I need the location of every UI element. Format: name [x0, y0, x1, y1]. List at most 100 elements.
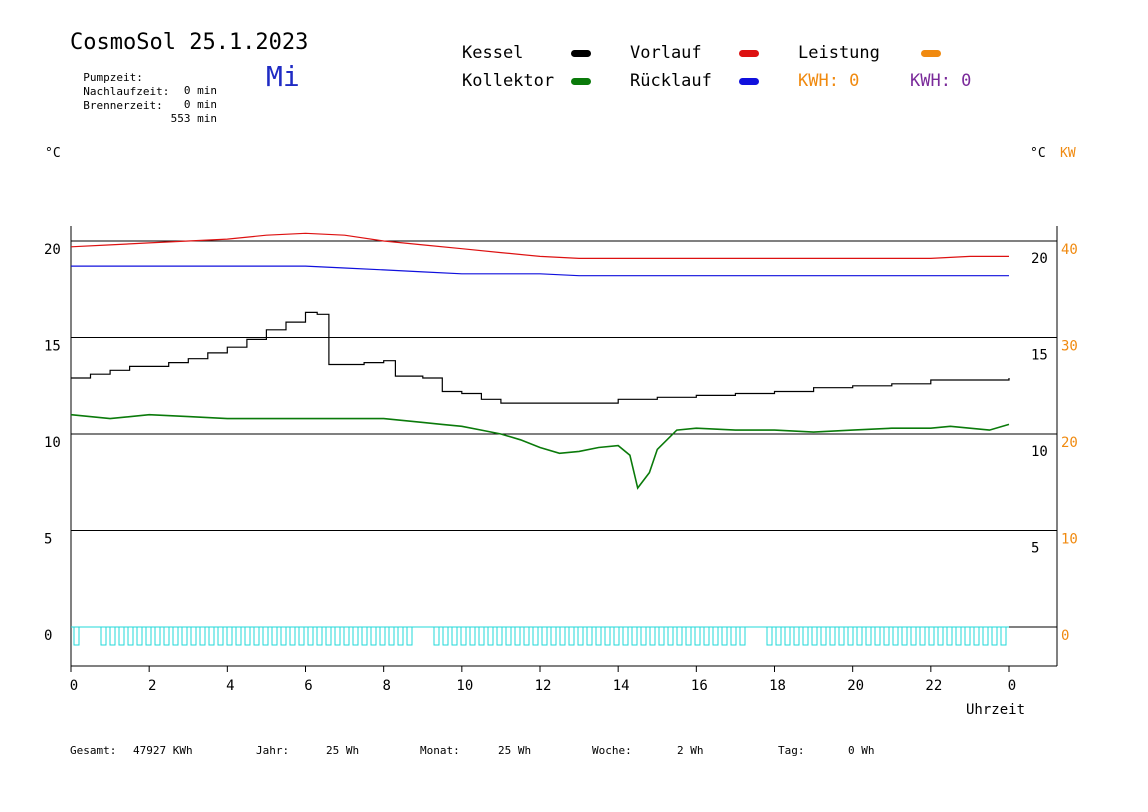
- pump-pulse: [982, 626, 989, 646]
- pump-pulse: [244, 626, 251, 646]
- pump-pulse: [892, 626, 899, 646]
- pump-pulse: [568, 626, 575, 646]
- pump-pulse: [397, 626, 404, 646]
- pump-pulse: [379, 626, 386, 646]
- pump-pulse: [334, 626, 341, 646]
- x-tick-label: 0: [70, 678, 78, 694]
- pump-pulse: [478, 626, 485, 646]
- pump-pulse: [667, 626, 674, 646]
- y-left-tick-label: 10: [44, 435, 61, 451]
- y-left-tick-label: 15: [44, 339, 61, 355]
- footer-gesamt-label: Gesamt:: [70, 744, 117, 757]
- weekday-label: Mi: [266, 60, 300, 93]
- pump-pulse: [1000, 626, 1007, 646]
- pump-pulse: [685, 626, 692, 646]
- footer-monat-value: 25 Wh: [498, 744, 532, 757]
- pump-pulse: [100, 626, 107, 646]
- stat-brennerzeit: Brennerzeit: 553 min: [70, 86, 220, 125]
- pump-pulse: [496, 626, 503, 646]
- pump-pulse: [127, 626, 134, 646]
- pump-pulse: [595, 626, 602, 646]
- pump-pulse: [640, 626, 647, 646]
- legend-ruecklauf-swatch: [739, 78, 759, 85]
- pump-pulse: [226, 626, 233, 646]
- pump-pulse: [676, 626, 683, 646]
- footer-jahr-label: Jahr:: [256, 744, 290, 757]
- legend-kollektor-label: Kollektor: [462, 71, 555, 91]
- pump-pulse: [235, 626, 242, 646]
- x-tick-label: 4: [226, 678, 234, 694]
- pump-pulse: [343, 626, 350, 646]
- y-kw-tick-label: 30: [1061, 339, 1078, 355]
- pump-pulse: [190, 626, 197, 646]
- legend-kwh-orange: KWH: 0: [798, 71, 860, 91]
- pump-pulse: [712, 626, 719, 646]
- footer-jahr-value: 25 Wh: [326, 744, 360, 757]
- x-tick-label: 16: [691, 678, 708, 694]
- pump-pulse: [532, 626, 539, 646]
- pump-pulse: [136, 626, 143, 646]
- chart-title: CosmoSol 25.1.2023: [70, 30, 309, 55]
- pump-pulse: [910, 626, 917, 646]
- y-right-tick-label: 10: [1031, 444, 1048, 460]
- footer-woche-value: 2 Wh: [677, 744, 704, 757]
- pump-pulse: [514, 626, 521, 646]
- pump-pulse: [901, 626, 908, 646]
- ruecklauf-line: [71, 265, 1009, 277]
- pump-pulse: [964, 626, 971, 646]
- y-left-tick-label: 20: [44, 242, 61, 258]
- pump-pulse: [460, 626, 467, 646]
- pump-pulse: [253, 626, 260, 646]
- y-right-tick-label: 20: [1031, 251, 1048, 267]
- pump-pulse: [622, 626, 629, 646]
- stat-value: 553 min: [170, 112, 217, 125]
- pump-pulse: [937, 626, 944, 646]
- stat-nachlaufzeit: Nachlaufzeit: 0 min: [70, 72, 220, 111]
- grid-lines: [71, 240, 1057, 628]
- footer-tag-value: 0 Wh: [848, 744, 875, 757]
- x-tick-label: 0: [1008, 678, 1016, 694]
- y-left-unit: °C: [45, 146, 61, 161]
- pump-pulse: [559, 626, 566, 646]
- x-tick-label: 12: [535, 678, 552, 694]
- pump-pulse: [172, 626, 179, 646]
- pump-pulse: [262, 626, 269, 646]
- y-kw-tick-label: 10: [1061, 532, 1078, 548]
- pump-pulse: [604, 626, 611, 646]
- y-kw-tick-label: 40: [1061, 242, 1078, 258]
- pump-pulse: [280, 626, 287, 646]
- pump-pulse: [802, 626, 809, 646]
- pump-pulse: [631, 626, 638, 646]
- pump-pulse: [991, 626, 998, 646]
- x-tick-label: 6: [304, 678, 312, 694]
- kollektor-line: [70, 413, 1010, 490]
- axes: [70, 226, 1058, 672]
- vorlauf-line: [70, 232, 1009, 259]
- pump-pulse: [370, 626, 377, 646]
- pump-pulse: [829, 626, 836, 646]
- pump-pulse: [289, 626, 296, 646]
- stat-value: 0 min: [183, 84, 217, 97]
- legend-kollektor-swatch: [571, 78, 591, 85]
- pump-pulse: [109, 626, 116, 646]
- legend-leistung-swatch: [921, 50, 941, 57]
- pump-pulse: [325, 626, 332, 646]
- legend-kwh-purple: KWH: 0: [910, 71, 972, 91]
- pump-pulse: [208, 626, 215, 646]
- pump-pulse: [550, 626, 557, 646]
- pump-pulse: [739, 626, 746, 646]
- legend-leistung-label: Leistung: [798, 43, 880, 63]
- pump-pulse: [577, 626, 584, 646]
- pump-pulse: [451, 626, 458, 646]
- pump-pulse: [928, 626, 935, 646]
- x-tick-label: 8: [382, 678, 390, 694]
- pump-pulse: [298, 626, 305, 646]
- pump-pulse: [586, 626, 593, 646]
- x-tick-label: 14: [613, 678, 630, 694]
- pump-pulse: [955, 626, 962, 646]
- x-tick-label: 10: [456, 678, 473, 694]
- pump-pulse: [541, 626, 548, 646]
- pump-pulse: [703, 626, 710, 646]
- pump-pulse: [352, 626, 359, 646]
